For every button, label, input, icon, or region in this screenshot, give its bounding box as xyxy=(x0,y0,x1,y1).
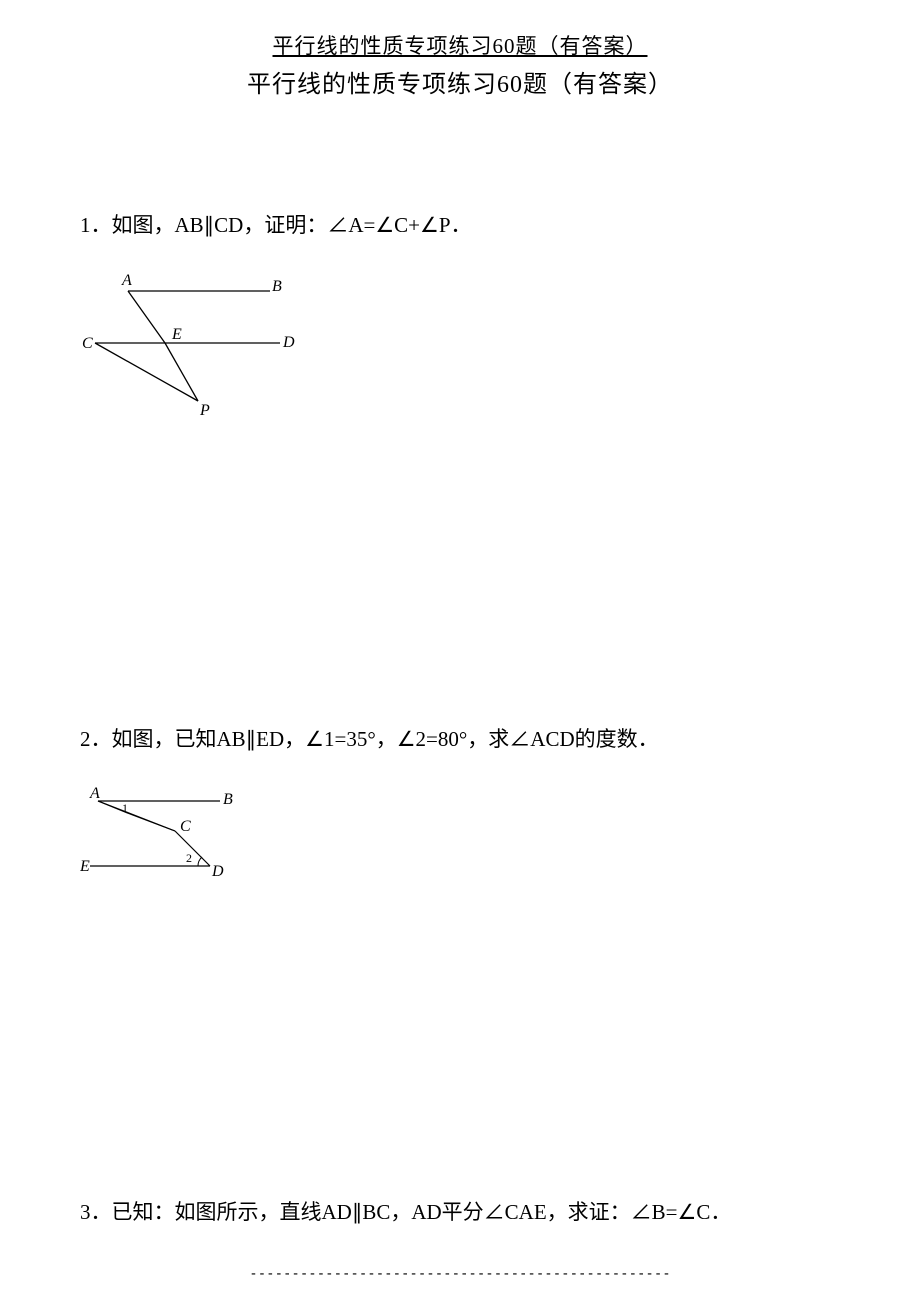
label-A: A xyxy=(121,273,132,289)
label-P: P xyxy=(199,402,210,418)
label-B2: B xyxy=(223,791,233,808)
answer-space-2 xyxy=(80,906,840,1156)
problem-number: 3． xyxy=(80,1200,112,1224)
label-C: C xyxy=(82,335,93,352)
problem-1-text: 1．如图，AB∥CD，证明：∠A=∠C+∠P． xyxy=(80,209,840,243)
running-header: 平行线的性质专项练习60题（有答案） xyxy=(80,30,840,60)
problem-3: 3．已知：如图所示，直线AD∥BC，AD平分∠CAE，求证：∠B=∠C． xyxy=(80,1196,840,1230)
label-D2: D xyxy=(211,863,224,880)
problem-body: 如图，AB∥CD，证明：∠A=∠C+∠P． xyxy=(112,213,472,237)
problem-2-text: 2．如图，已知AB∥ED，∠1=35°，∠2=80°，求∠ACD的度数． xyxy=(80,723,840,757)
label-D: D xyxy=(282,334,295,351)
problem-body: 已知：如图所示，直线AD∥BC，AD平分∠CAE，求证：∠B=∠C． xyxy=(112,1200,732,1224)
page-title: 平行线的性质专项练习60题（有答案） xyxy=(80,64,840,99)
problem-body: 如图，已知AB∥ED，∠1=35°，∠2=80°，求∠ACD的度数． xyxy=(112,727,659,751)
problem-1: 1．如图，AB∥CD，证明：∠A=∠C+∠P． A B C D E P xyxy=(80,209,840,683)
label-B: B xyxy=(272,278,282,295)
label-C2: C xyxy=(180,818,191,835)
problem-number: 1． xyxy=(80,213,112,237)
geometry-diagram-1: A B C D E P xyxy=(80,273,300,418)
problem-number: 2． xyxy=(80,727,112,751)
problem-2: 2．如图，已知AB∥ED，∠1=35°，∠2=80°，求∠ACD的度数． 1 2 xyxy=(80,723,840,1157)
footer-divider: ----------------------------------------… xyxy=(0,1266,920,1282)
answer-space-1 xyxy=(80,443,840,683)
problem-3-text: 3．已知：如图所示，直线AD∥BC，AD平分∠CAE，求证：∠B=∠C． xyxy=(80,1196,840,1230)
problem-2-figure: 1 2 A B C D E xyxy=(80,786,840,886)
label-E: E xyxy=(171,326,182,343)
document-page: 平行线的性质专项练习60题（有答案） 平行线的性质专项练习60题（有答案） 1．… xyxy=(0,0,920,1302)
geometry-diagram-2: 1 2 A B C D E xyxy=(80,786,250,881)
label-angle1: 1 xyxy=(122,801,128,815)
problem-1-figure: A B C D E P xyxy=(80,273,840,423)
label-angle2: 2 xyxy=(186,851,192,865)
label-A2: A xyxy=(89,786,100,802)
label-E2: E xyxy=(80,858,90,875)
